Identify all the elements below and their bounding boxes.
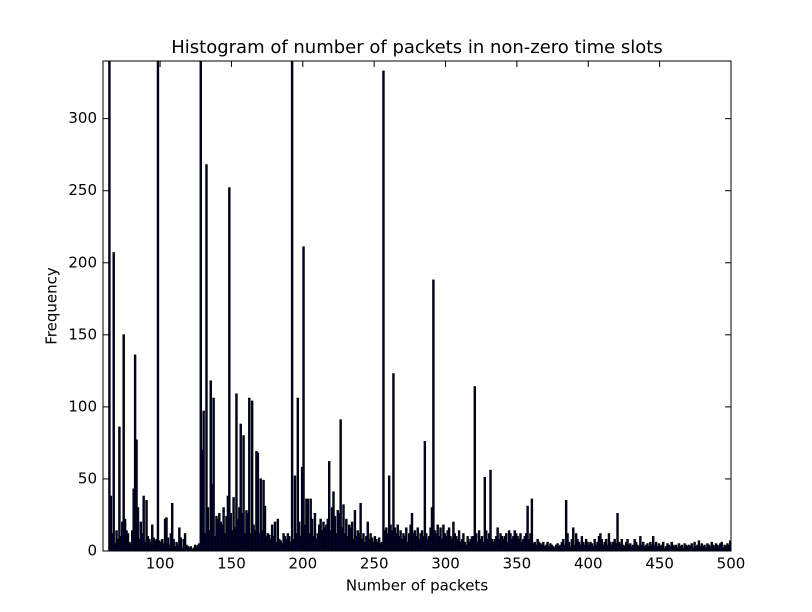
histogram-bar xyxy=(457,530,461,551)
y-tick-label: 200 xyxy=(68,253,97,271)
x-tick-label: 500 xyxy=(717,555,746,573)
histogram-bar xyxy=(145,500,148,551)
histogram-bar xyxy=(661,541,665,551)
histogram-bar xyxy=(639,536,642,551)
histogram-bar xyxy=(222,507,225,551)
histogram-bar xyxy=(473,386,477,551)
y-tick-label: 100 xyxy=(68,397,97,415)
histogram-bar xyxy=(339,419,342,551)
histogram-bar xyxy=(387,475,391,551)
histogram-bar xyxy=(564,500,568,551)
histogram-bar xyxy=(228,187,231,551)
y-tick-label: 300 xyxy=(68,109,97,127)
histogram-bar xyxy=(530,498,534,551)
histogram-bar xyxy=(112,252,115,551)
histogram-bar xyxy=(328,461,331,551)
histogram-bar xyxy=(306,498,310,551)
bars xyxy=(108,61,731,551)
histogram-bar xyxy=(122,334,125,551)
histogram-bar xyxy=(410,513,414,551)
y-axis-label: Frequency xyxy=(43,267,61,345)
y-tick-label: 50 xyxy=(78,469,97,487)
histogram-bar xyxy=(483,477,487,551)
x-tick-label: 400 xyxy=(574,555,603,573)
histogram-bar xyxy=(166,537,170,551)
histogram-bar xyxy=(652,536,655,551)
histogram-bar xyxy=(156,61,160,551)
histogram-bar xyxy=(206,507,210,551)
histogram-bar xyxy=(293,475,297,551)
histogram-bar xyxy=(342,504,345,551)
histogram-bar xyxy=(136,507,140,551)
histogram-bar xyxy=(118,426,121,551)
histogram-bar xyxy=(202,410,205,551)
histogram-bar xyxy=(310,518,314,551)
histogram-bar xyxy=(382,70,385,551)
x-axis-label: Number of packets xyxy=(346,577,488,595)
chart-title: Histogram of number of packets in non-ze… xyxy=(171,37,663,58)
histogram-bar xyxy=(720,541,723,551)
histogram-bar xyxy=(290,61,294,551)
histogram-bar xyxy=(165,517,168,551)
x-tick-label: 100 xyxy=(146,555,175,573)
x-tick-label: 200 xyxy=(288,555,317,573)
x-tick-label: 150 xyxy=(217,555,246,573)
histogram-bar xyxy=(179,537,182,551)
histogram-bar xyxy=(313,513,317,551)
x-tick-label: 450 xyxy=(645,555,674,573)
histogram-bar xyxy=(353,510,357,551)
y-tick-label: 150 xyxy=(68,325,97,343)
y-tick-label: 250 xyxy=(68,181,97,199)
histogram-bar xyxy=(108,61,111,551)
histogram-bar xyxy=(248,397,251,551)
histogram-bar xyxy=(489,469,492,551)
histogram-bar xyxy=(392,373,395,551)
histogram-bar xyxy=(239,423,242,551)
histogram-bar xyxy=(235,393,238,551)
histogram-bar xyxy=(302,246,305,551)
histogram-bar xyxy=(432,279,435,551)
histogram-bar xyxy=(212,397,215,551)
histogram-bar xyxy=(232,497,235,551)
histogram-bar xyxy=(690,543,693,551)
histogram-bar xyxy=(250,400,254,551)
histogram-bar xyxy=(296,397,300,551)
histogram-bar xyxy=(199,61,202,551)
histogram-bar xyxy=(616,513,619,551)
x-tick-label: 300 xyxy=(431,555,460,573)
histogram-bar xyxy=(256,452,260,551)
histogram-bar xyxy=(276,518,280,551)
histogram-bar xyxy=(345,518,348,551)
histogram-bar xyxy=(205,164,208,551)
x-tick-label: 250 xyxy=(360,555,389,573)
x-tick-label: 350 xyxy=(503,555,532,573)
histogram-bar xyxy=(135,439,138,551)
plot-frame xyxy=(102,60,732,552)
y-tick-label: 0 xyxy=(87,542,97,560)
